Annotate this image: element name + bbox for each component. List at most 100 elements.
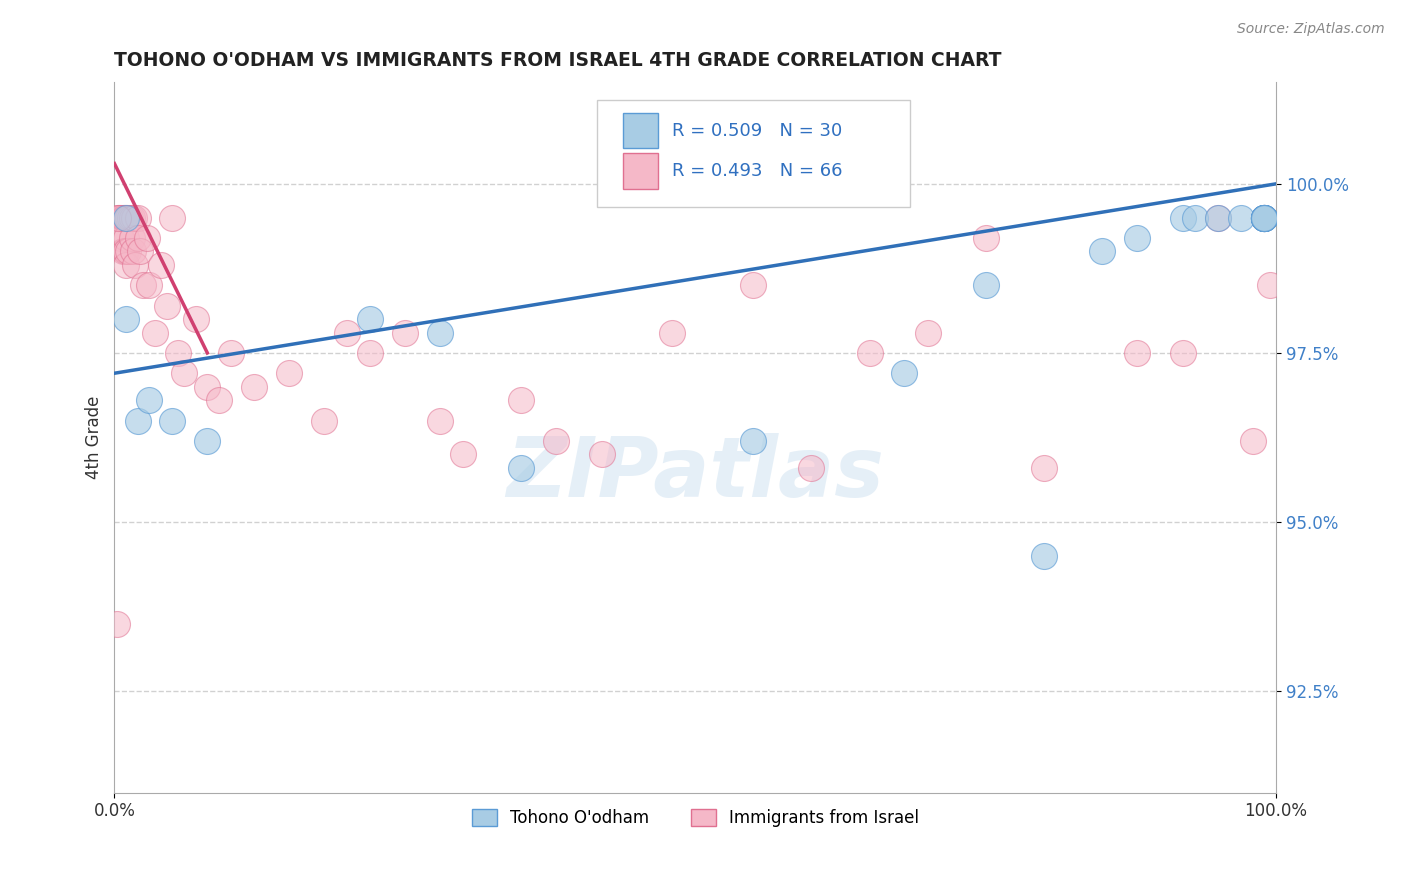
Point	[162, 211, 184, 225]
Point	[107, 211, 129, 225]
Point	[742, 278, 765, 293]
Point	[156, 299, 179, 313]
Point	[1258, 278, 1281, 293]
Point	[149, 258, 172, 272]
Point	[110, 231, 132, 245]
Point	[1253, 211, 1275, 225]
Point	[544, 434, 567, 448]
Point	[117, 244, 139, 259]
Point	[143, 326, 166, 340]
Point	[1253, 211, 1275, 225]
Point	[105, 616, 128, 631]
Point	[359, 346, 381, 360]
Point	[312, 414, 335, 428]
Text: TOHONO O'ODHAM VS IMMIGRANTS FROM ISRAEL 4TH GRADE CORRELATION CHART: TOHONO O'ODHAM VS IMMIGRANTS FROM ISRAEL…	[114, 51, 1002, 70]
Point	[115, 211, 138, 225]
Point	[110, 211, 132, 225]
Point	[1241, 434, 1264, 448]
Point	[195, 434, 218, 448]
Point	[115, 231, 138, 245]
Point	[451, 447, 474, 461]
Text: R = 0.493   N = 66: R = 0.493 N = 66	[672, 162, 842, 180]
Y-axis label: 4th Grade: 4th Grade	[86, 396, 103, 479]
Point	[243, 380, 266, 394]
Point	[277, 366, 299, 380]
Point	[893, 366, 915, 380]
Point	[800, 461, 823, 475]
Point	[127, 414, 149, 428]
Point	[117, 211, 139, 225]
Point	[974, 278, 997, 293]
Point	[115, 312, 138, 326]
Point	[195, 380, 218, 394]
Point	[661, 326, 683, 340]
Point	[112, 211, 135, 225]
Point	[394, 326, 416, 340]
Point	[127, 231, 149, 245]
Point	[359, 312, 381, 326]
Point	[1032, 461, 1054, 475]
Point	[110, 231, 132, 245]
Point	[219, 346, 242, 360]
Point	[112, 211, 135, 225]
Point	[122, 244, 145, 259]
Point	[1253, 211, 1275, 225]
Point	[1253, 211, 1275, 225]
Point	[336, 326, 359, 340]
Bar	[623, 113, 658, 148]
Point	[121, 231, 143, 245]
Point	[742, 434, 765, 448]
Point	[129, 244, 152, 259]
Point	[114, 211, 136, 225]
Point	[162, 414, 184, 428]
Point	[184, 312, 207, 326]
Text: ZIPatlas: ZIPatlas	[506, 433, 884, 514]
Point	[1173, 346, 1195, 360]
Text: R = 0.509   N = 30: R = 0.509 N = 30	[672, 121, 842, 140]
Point	[107, 211, 129, 225]
Point	[167, 346, 190, 360]
Point	[115, 244, 138, 259]
Text: Source: ZipAtlas.com: Source: ZipAtlas.com	[1237, 22, 1385, 37]
Point	[917, 326, 939, 340]
Point	[111, 211, 134, 225]
Point	[591, 447, 613, 461]
Point	[132, 278, 155, 293]
Point	[108, 211, 131, 225]
Point	[974, 231, 997, 245]
Point	[1206, 211, 1229, 225]
Point	[127, 211, 149, 225]
Point	[114, 244, 136, 259]
Point	[858, 346, 880, 360]
Point	[122, 211, 145, 225]
Bar	[623, 153, 658, 189]
Point	[1253, 211, 1275, 225]
Point	[115, 211, 138, 225]
Point	[1230, 211, 1253, 225]
Point	[1253, 211, 1275, 225]
Point	[1184, 211, 1206, 225]
Point	[115, 258, 138, 272]
Point	[1253, 211, 1275, 225]
Legend: Tohono O'odham, Immigrants from Israel: Tohono O'odham, Immigrants from Israel	[465, 803, 925, 834]
Point	[510, 393, 533, 408]
Point	[429, 326, 451, 340]
Point	[1125, 346, 1147, 360]
Point	[1253, 211, 1275, 225]
Point	[510, 461, 533, 475]
Point	[138, 393, 160, 408]
Point	[1091, 244, 1114, 259]
Point	[1253, 211, 1275, 225]
Point	[1125, 231, 1147, 245]
Point	[1206, 211, 1229, 225]
Point	[111, 244, 134, 259]
Point	[429, 414, 451, 428]
Point	[1173, 211, 1195, 225]
Point	[115, 211, 138, 225]
Point	[121, 211, 143, 225]
Point	[136, 231, 159, 245]
FancyBboxPatch shape	[596, 100, 910, 207]
Point	[173, 366, 195, 380]
Point	[138, 278, 160, 293]
Point	[118, 211, 141, 225]
